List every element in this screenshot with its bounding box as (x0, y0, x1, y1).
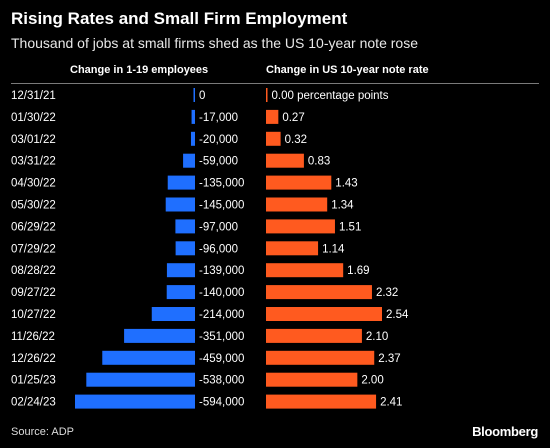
chart-title: Rising Rates and Small Firm Employment (11, 9, 348, 28)
employment-value-label: 0 (199, 90, 205, 102)
rate-bar (266, 241, 319, 256)
source-note: Source: ADP (11, 426, 74, 438)
rate-bar (266, 285, 372, 300)
rate-bar (266, 88, 268, 102)
category-label: 06/29/22 (11, 221, 56, 233)
category-label: 12/26/22 (11, 353, 56, 365)
category-label: 02/24/23 (11, 397, 56, 409)
rate-value-label: 2.10 (366, 331, 388, 343)
rate-value-label: 0.27 (282, 112, 304, 124)
rate-bar (266, 109, 279, 124)
category-label: 09/27/22 (11, 287, 56, 299)
rate-bar (266, 328, 362, 343)
employment-value-label: -135,000 (199, 178, 244, 190)
rate-bar (266, 219, 335, 234)
category-label: 04/30/22 (11, 178, 56, 190)
rate-value-label: 1.43 (335, 178, 357, 190)
category-label: 03/01/22 (11, 134, 56, 146)
employment-bar (191, 109, 195, 124)
chart-subtitle: Thousand of jobs at small firms shed as … (11, 35, 418, 51)
category-label: 12/31/21 (11, 90, 56, 102)
rate-value-label: 2.00 (361, 375, 383, 387)
rate-bar (266, 372, 358, 387)
rate-value-label: 2.32 (376, 287, 398, 299)
rate-value-label: 1.34 (331, 200, 354, 212)
left-series-header: Change in 1-19 employees (70, 64, 209, 76)
employment-value-label: -97,000 (199, 221, 238, 233)
category-label: 10/27/22 (11, 309, 56, 321)
category-label: 01/30/22 (11, 112, 56, 124)
employment-value-label: -139,000 (199, 265, 244, 277)
employment-value-label: -351,000 (199, 331, 244, 343)
employment-bar (151, 307, 195, 321)
employment-bar (175, 219, 195, 234)
header-divider (11, 83, 539, 84)
rate-bar (266, 307, 382, 321)
rate-value-label: 2.37 (378, 353, 400, 365)
rate-bar (266, 131, 281, 146)
bloomberg-logo: Bloomberg (472, 424, 538, 439)
employment-bar (175, 241, 195, 256)
rate-bar (266, 394, 377, 409)
category-label: 01/25/23 (11, 375, 56, 387)
rate-bar (266, 197, 328, 212)
rate-value-label: 2.41 (380, 397, 402, 409)
rate-value-label: 1.69 (347, 265, 369, 277)
employment-value-label: -17,000 (199, 112, 238, 124)
employment-bar (167, 175, 195, 190)
employment-bar (102, 350, 195, 365)
right-series-header: Change in US 10-year note rate (266, 64, 429, 76)
rate-value-label: 1.51 (339, 221, 361, 233)
employment-value-label: -140,000 (199, 287, 244, 299)
employment-bar (86, 372, 195, 387)
rate-value-label: 1.14 (322, 243, 345, 255)
employment-bar (75, 394, 195, 409)
rate-value-label: 2.54 (386, 309, 409, 321)
employment-bar (124, 328, 195, 343)
category-label: 07/29/22 (11, 243, 56, 255)
employment-bar (165, 197, 195, 212)
employment-value-label: -20,000 (199, 134, 238, 146)
employment-value-label: -459,000 (199, 353, 244, 365)
employment-bar (193, 88, 195, 102)
category-label: 11/26/22 (11, 331, 55, 343)
employment-bar (166, 263, 195, 278)
rate-bar (266, 350, 375, 365)
employment-value-label: -145,000 (199, 200, 244, 212)
rate-value-label: 0.32 (285, 134, 307, 146)
rate-bar (266, 175, 332, 190)
employment-value-label: -214,000 (199, 309, 244, 321)
rate-value-label: 0.83 (308, 156, 330, 168)
rate-value-label: 0.00 percentage points (272, 90, 389, 102)
employment-value-label: -59,000 (199, 156, 238, 168)
employment-bar (166, 285, 195, 300)
rate-bar (266, 263, 344, 278)
employment-value-label: -96,000 (199, 243, 238, 255)
employment-bar (190, 131, 195, 146)
rate-bar (266, 153, 304, 168)
employment-value-label: -538,000 (199, 375, 244, 387)
category-label: 03/31/22 (11, 156, 56, 168)
employment-value-label: -594,000 (199, 397, 244, 409)
employment-bar (183, 153, 195, 168)
category-label: 05/30/22 (11, 200, 56, 212)
category-label: 08/28/22 (11, 265, 56, 277)
